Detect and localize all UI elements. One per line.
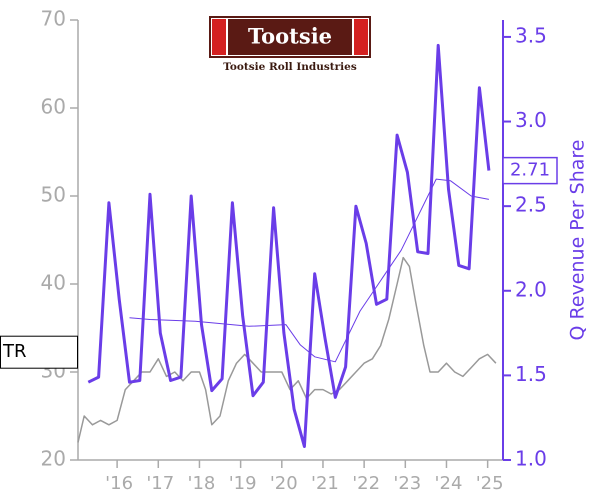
logo-center <box>228 19 352 55</box>
ticker-box <box>0 335 78 369</box>
y-tick-label: 20 <box>41 447 66 471</box>
y2-tick-label: 2.0 <box>515 277 547 301</box>
y-tick-label: 40 <box>41 271 66 295</box>
y-tick-label: 60 <box>41 95 66 119</box>
x-tick-label: '16 <box>105 473 133 494</box>
logo-subtitle: Tootsie Roll Industries <box>223 61 357 73</box>
y2-tick-label: 1.5 <box>515 362 547 386</box>
x-tick-label: '21 <box>311 473 339 494</box>
y2-tick-label: 2.5 <box>515 193 547 217</box>
ticker-label: TR <box>2 341 27 362</box>
y-tick-label: 50 <box>41 183 66 207</box>
y2-tick-label: 1.0 <box>515 447 547 471</box>
logo-bar <box>354 19 368 55</box>
x-tick-label: '20 <box>270 473 298 494</box>
last-value-box <box>502 156 558 185</box>
x-tick-label: '19 <box>229 473 257 494</box>
y2-tick-label: 3.0 <box>515 108 547 132</box>
x-tick-label: '18 <box>188 473 216 494</box>
x-tick-label: '22 <box>352 473 380 494</box>
logo-title: Tootsie <box>248 24 332 49</box>
x-tick-label: '25 <box>476 473 504 494</box>
y2-axis-label: Q Revenue Per Share <box>567 140 589 341</box>
x-tick-label: '23 <box>393 473 421 494</box>
last-value-label: 2.71 <box>510 160 550 181</box>
y-tick-label: 70 <box>41 7 66 31</box>
x-tick-label: '17 <box>146 473 174 494</box>
series-line <box>87 43 491 448</box>
logo-bar <box>212 19 226 55</box>
x-tick-label: '24 <box>435 473 463 494</box>
y2-tick-label: 3.5 <box>515 23 547 47</box>
